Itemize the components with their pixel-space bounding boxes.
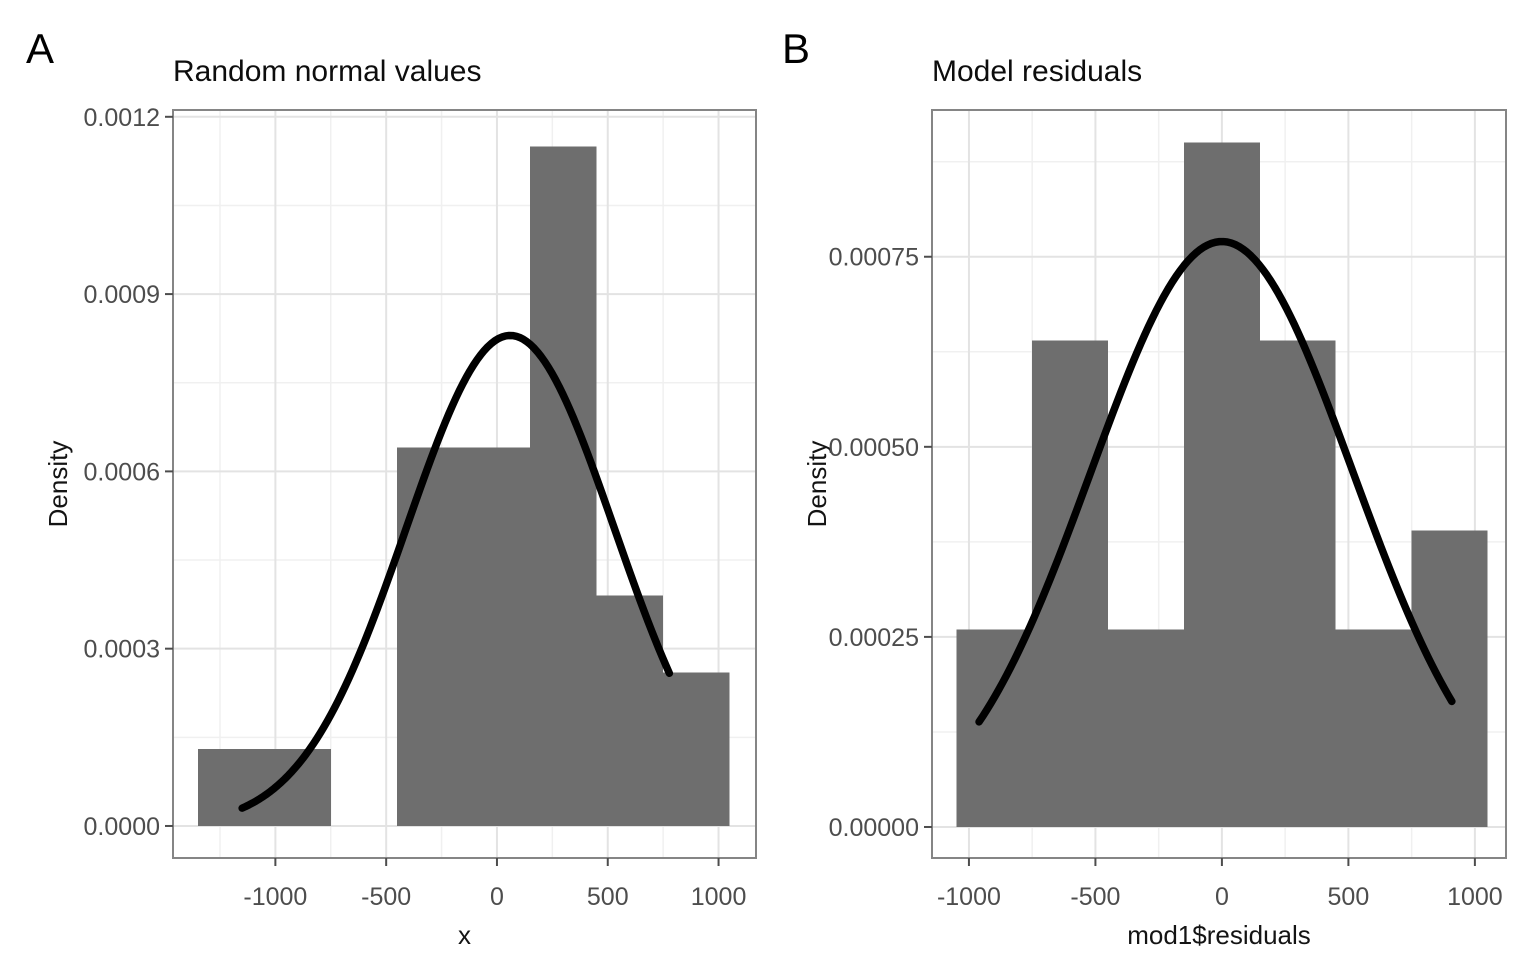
y-axis-tick-label: 0.00000: [829, 814, 919, 842]
panel-a-tag: A: [26, 25, 55, 72]
histogram-bar: [530, 146, 597, 826]
histogram-bar: [463, 447, 531, 826]
panel-b-border: [931, 109, 1507, 859]
x-axis-tick-label: 0: [1215, 883, 1229, 911]
x-axis-tick-label: 1000: [691, 883, 747, 911]
x-axis-tick-label: -500: [361, 883, 411, 911]
normal-density-curve: [975, 237, 1456, 726]
x-axis-tick-label: 1000: [1447, 883, 1503, 911]
y-axis-tick-label: 0.0009: [84, 281, 160, 309]
panel-b-tag: B: [782, 25, 811, 72]
panel-b-title: Model residuals: [932, 55, 1143, 88]
panel-a-x-axis-title: x: [458, 920, 471, 950]
histogram-bar: [956, 629, 1033, 827]
x-axis-tick-label: 500: [1328, 883, 1370, 911]
panel-b-x-axis-title: mod1$residuals: [1127, 920, 1311, 950]
x-axis-tick-label: -500: [1070, 883, 1120, 911]
y-axis-tick-label: 0.00050: [829, 434, 919, 462]
y-axis-tick-label: 0.00075: [829, 244, 919, 272]
y-axis-tick-label: 0.0012: [84, 104, 160, 132]
histogram-bar: [1259, 340, 1336, 827]
histogram-bar: [1411, 530, 1488, 827]
panel-a-border: [172, 109, 757, 859]
y-axis-tick-label: 0.0003: [84, 636, 160, 664]
y-axis-tick-label: 0.0006: [84, 458, 160, 486]
x-axis-tick-label: -1000: [937, 883, 1001, 911]
histogram-bar: [397, 447, 464, 826]
histogram-bar: [1108, 629, 1184, 827]
normal-density-curve: [238, 331, 674, 812]
y-axis-tick-label: 0.00025: [829, 624, 919, 652]
x-axis-tick-label: 500: [587, 883, 629, 911]
histogram-bar: [1335, 629, 1412, 827]
histogram-bar: [663, 672, 730, 826]
histogram-bar: [1032, 340, 1109, 827]
y-axis-tick-label: 0.0000: [84, 813, 160, 841]
histogram-bar: [197, 749, 265, 826]
x-axis-tick-label: 0: [490, 883, 504, 911]
x-axis-tick-label: -1000: [243, 883, 307, 911]
panel-a-title: Random normal values: [173, 55, 482, 88]
